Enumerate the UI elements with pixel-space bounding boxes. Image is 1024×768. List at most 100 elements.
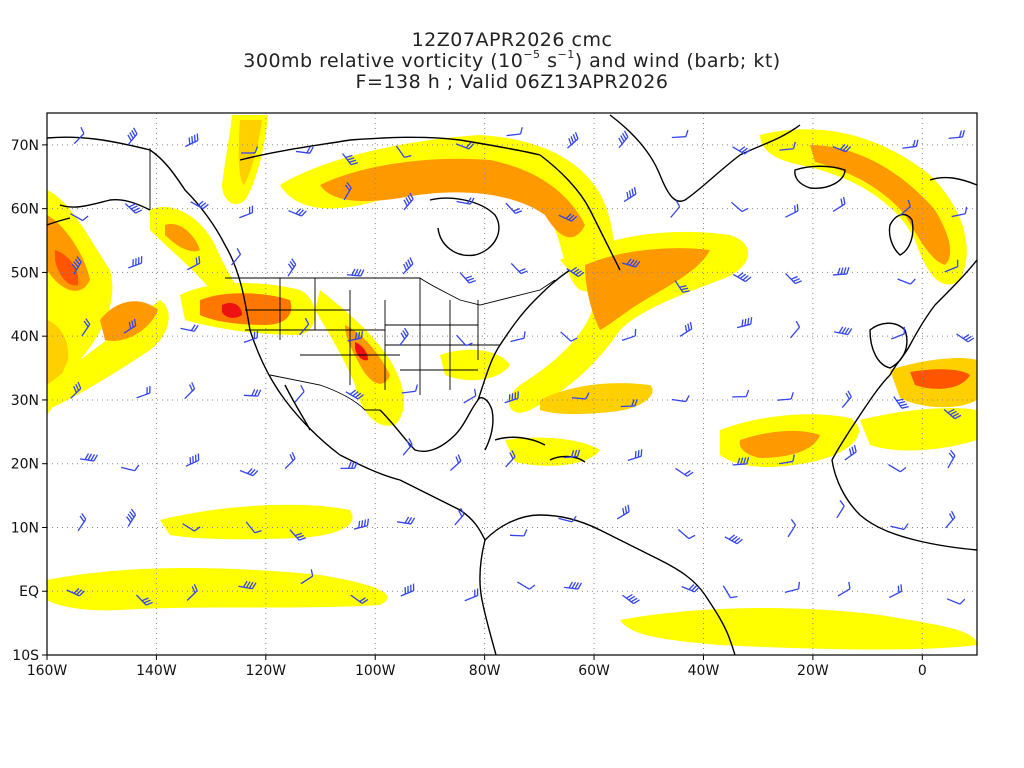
wind-barb (623, 187, 637, 203)
wind-barb (841, 390, 852, 409)
y-tick-label: 60N (11, 202, 39, 218)
title-line-1: 12Z07APR2026 cmc (411, 29, 613, 51)
wind-barb (732, 389, 750, 398)
wind-barb (675, 467, 694, 477)
us-state-lines (149, 148, 556, 411)
wind-barb (239, 467, 259, 477)
coast-west-us (224, 244, 341, 456)
wind-barb (464, 588, 479, 602)
wind-barb (454, 507, 465, 526)
wind-barb (627, 449, 643, 462)
coast-africa-west (831, 459, 977, 551)
wind-barb (620, 399, 638, 408)
wind-barb (670, 200, 681, 218)
wind-barb (295, 146, 314, 154)
vorticity-band-atlantic-front (509, 231, 749, 413)
wind-barb (505, 450, 516, 468)
wind-barb (241, 146, 259, 154)
vorticity-core-midpac (100, 301, 158, 341)
wind-barb (946, 598, 966, 605)
title-line-2-mid: s (540, 50, 558, 72)
vorticity-core-canada-arc (320, 158, 585, 238)
wind-barb (891, 326, 905, 340)
wind-barb (956, 333, 975, 343)
wind-barb (571, 392, 590, 400)
coast-scandinavia (929, 176, 977, 186)
vorticity-core-alaska (165, 224, 200, 252)
wind-barb (787, 519, 797, 538)
wind-barb (401, 384, 419, 394)
vorticity-field (47, 115, 977, 650)
wind-barb (785, 203, 799, 218)
wind-barb (621, 258, 641, 268)
coast-cuba (494, 436, 546, 446)
coast-hudson-bay (429, 197, 500, 257)
plot-frame (46, 112, 978, 656)
wind-barb (671, 129, 689, 139)
y-tick-label: 30N (11, 393, 39, 409)
coast-labrador (539, 154, 621, 271)
border-state-lines-central (385, 278, 500, 395)
wind-barb (350, 594, 369, 604)
coast-europe-west (889, 259, 977, 376)
wind-barb (245, 521, 262, 534)
wind-barb (238, 580, 257, 590)
wind-barb (77, 513, 87, 532)
wind-barb (778, 454, 795, 465)
wind-barb (558, 213, 578, 222)
wind-barb (399, 327, 409, 346)
wind-barb (184, 382, 196, 400)
wind-barb (832, 196, 846, 212)
wind-barb (71, 256, 82, 275)
map-title: 12Z07APR2026 cmc 300mb relative vorticit… (0, 30, 1024, 93)
vorticity-core-east-atlantic (810, 145, 951, 265)
y-tick-label: 20N (11, 457, 39, 473)
coast-mexico-west (339, 454, 401, 481)
vorticity-band-tropical-pacific (47, 568, 388, 611)
wind-barb (564, 581, 582, 590)
wind-barb (888, 464, 907, 473)
coast-baja (284, 384, 311, 431)
border-us-mexico (269, 374, 380, 411)
coast-hispaniola (549, 455, 586, 463)
wind-barb (284, 451, 296, 470)
wind-barb (790, 320, 801, 339)
wind-barb (395, 145, 412, 159)
x-tick-label: 40W (688, 663, 720, 679)
wind-barb (505, 202, 523, 214)
vorticity-band-equator-east (620, 608, 977, 650)
wind-barb (832, 267, 850, 276)
wind-barb (127, 127, 138, 146)
wind-barb (186, 584, 198, 601)
wind-barb (123, 318, 137, 334)
wind-barb (681, 584, 700, 593)
title-exponent-2: −1 (557, 47, 575, 61)
wind-barb (951, 206, 968, 218)
coast-canada-arctic (239, 136, 541, 161)
wind-barb (403, 192, 414, 211)
wind-barb (832, 143, 852, 153)
wind-barb (566, 266, 585, 277)
y-tick-label: 10N (11, 520, 39, 536)
wind-barb (844, 444, 857, 461)
wind-barb (345, 389, 364, 400)
wind-barb (616, 504, 630, 520)
wind-barb (948, 130, 966, 140)
y-tick-label: 40N (11, 329, 39, 345)
wind-barb (121, 464, 140, 472)
wind-barb (732, 146, 751, 155)
wind-barb (449, 454, 462, 471)
coast-alaska-south (59, 198, 151, 211)
vorticity-band-caribbean (505, 437, 600, 466)
wind-barb (347, 331, 364, 342)
wind-barb (506, 127, 523, 137)
wind-barb (558, 515, 577, 523)
wind-barb (618, 130, 629, 149)
wind-barb (353, 518, 370, 530)
wind-barb (899, 199, 912, 217)
x-tick-label: 160W (27, 663, 68, 679)
wind-barb (679, 321, 693, 337)
wind-barb (231, 247, 242, 266)
wind-barb (287, 258, 297, 277)
vorticity-band-east-atlantic (760, 129, 967, 285)
